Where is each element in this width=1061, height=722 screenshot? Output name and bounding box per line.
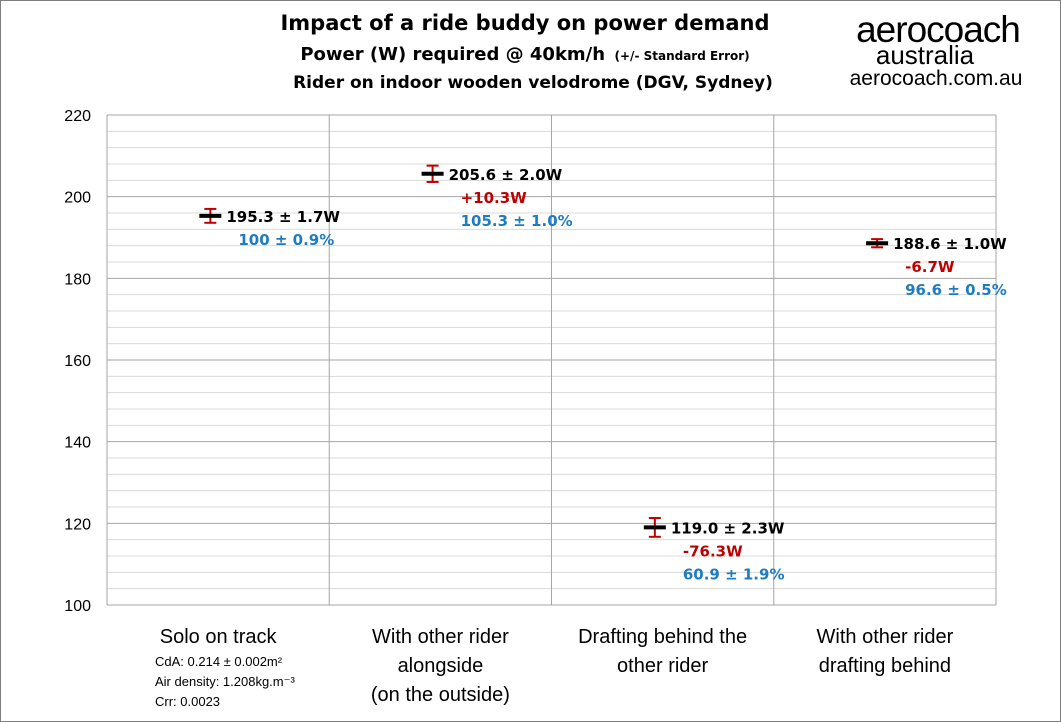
notes: CdA: 0.214 ± 0.002m² Air density: 1.208k… (155, 654, 295, 709)
category-label: With other rider alongside (on the outside… (371, 626, 510, 706)
y-tick-label: 180 (64, 271, 91, 288)
x-axis-categories: Solo on track With other rider alongside (o… (160, 626, 954, 706)
y-tick-label: 100 (64, 598, 91, 615)
category-label: Drafting behind the other rider (578, 626, 747, 677)
y-tick-label: 160 (64, 353, 91, 370)
category-label-line: (on the outside) (371, 684, 510, 706)
data-pct-label: 60.9 ± 1.9% (683, 565, 785, 583)
subtitle-small: (+/- Standard Error) (615, 49, 750, 63)
category-label-line: Solo on track (160, 626, 278, 648)
y-tick-label: 200 (64, 190, 91, 207)
y-tick-label: 220 (64, 108, 91, 125)
grid (106, 114, 997, 606)
category-label: Solo on track (160, 626, 278, 648)
data-label: 195.3 ± 1.7W (226, 208, 340, 226)
data-label: 119.0 ± 2.3W (671, 519, 785, 537)
category-label-line: drafting behind (819, 655, 951, 677)
data-point-group: 119.0 ± 2.3W -76.3W 60.9 ± 1.9% (643, 517, 785, 583)
data-points: 195.3 ± 1.7W 100 ± 0.9% 205.6 ± 2.0W +10.3W… (199, 164, 1007, 583)
y-tick-label: 120 (64, 516, 91, 533)
category-label-line: With other rider (817, 626, 954, 648)
data-diff-label: +10.3W (461, 189, 528, 207)
data-diff-label: -76.3W (683, 542, 743, 560)
data-point-group: 195.3 ± 1.7W 100 ± 0.9% (199, 208, 340, 249)
category-label: With other rider drafting behind (817, 626, 954, 677)
data-point-group: 188.6 ± 1.0W -6.7W 96.6 ± 0.5% (866, 235, 1007, 299)
logo-line3: aerocoach.com.au (850, 67, 1023, 90)
chart-title: Impact of a ride buddy on power demand (280, 11, 769, 35)
data-label: 188.6 ± 1.0W (893, 235, 1007, 253)
note-crr: Crr: 0.0023 (155, 694, 220, 709)
y-axis-ticks: 100 120 140 160 180 200 220 (64, 108, 91, 615)
category-label-line: With other rider (372, 626, 509, 648)
aerocoach-logo: aerocoach australia aerocoach.com.au (850, 9, 1023, 90)
data-pct-label: 100 ± 0.9% (238, 231, 334, 249)
note-cda: CdA: 0.214 ± 0.002m² (155, 654, 283, 669)
data-pct-label: 105.3 ± 1.0% (461, 212, 573, 230)
subtitle-main: Power (W) required @ 40km/h (300, 44, 605, 65)
category-label-line: Drafting behind the (578, 626, 747, 648)
category-label-line: alongside (398, 655, 484, 677)
chart-subtitle-2: Rider on indoor wooden velodrome (DGV, S… (293, 73, 773, 93)
category-label-line: other rider (617, 655, 708, 677)
data-point-group: 205.6 ± 2.0W +10.3W 105.3 ± 1.0% (421, 164, 573, 230)
data-pct-label: 96.6 ± 0.5% (905, 281, 1007, 299)
data-label: 205.6 ± 2.0W (449, 166, 563, 184)
note-air-density: Air density: 1.208kg.m⁻³ (155, 674, 295, 689)
data-diff-label: -6.7W (905, 258, 955, 276)
logo-line2: australia (876, 40, 975, 70)
y-tick-label: 140 (64, 435, 91, 452)
logo-line1: aerocoach (856, 9, 1020, 50)
chart-subtitle: Power (W) required @ 40km/h (+/- Standar… (300, 44, 749, 65)
